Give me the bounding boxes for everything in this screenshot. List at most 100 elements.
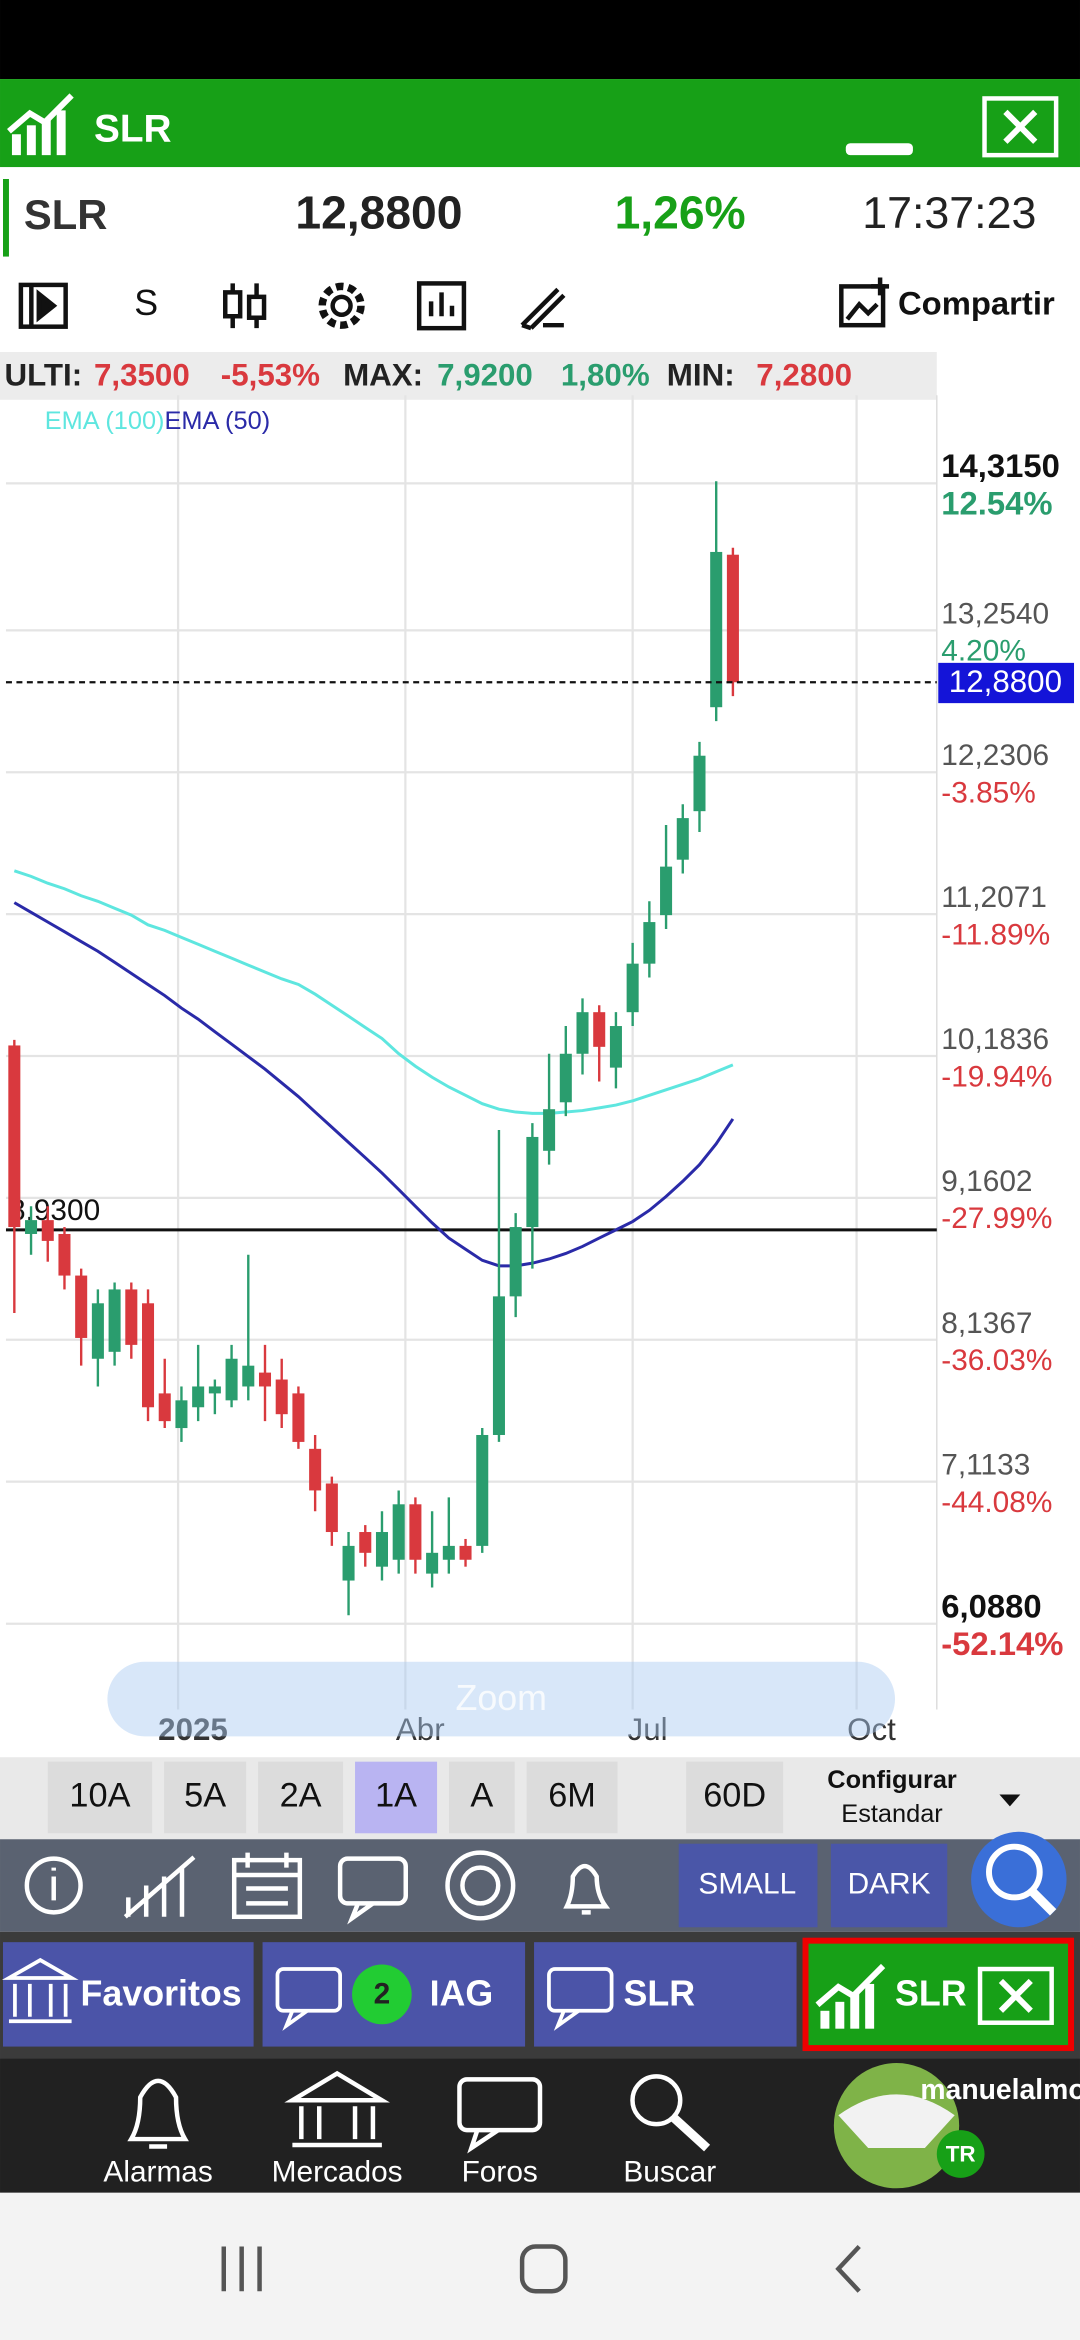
tab-icon <box>275 1967 342 2031</box>
settings-button[interactable] <box>318 282 365 329</box>
range-label[interactable]: A <box>470 1777 493 1815</box>
stat-label: ULTI: <box>4 358 82 393</box>
dark-label[interactable]: DARK <box>848 1867 931 1900</box>
draw-button[interactable] <box>520 287 566 331</box>
y-tick-label: 9,1602 <box>941 1165 1032 1198</box>
range-label[interactable]: 10A <box>69 1777 130 1815</box>
stats-row <box>0 352 937 400</box>
home-button[interactable] <box>519 2244 568 2294</box>
search-quote-button[interactable] <box>971 1831 1067 1928</box>
candle-type-button[interactable] <box>223 283 267 329</box>
nav-label[interactable]: Mercados <box>272 2155 403 2188</box>
candle-body <box>258 1372 272 1387</box>
nav-label[interactable]: Buscar <box>623 2155 716 2188</box>
forums-icon[interactable] <box>457 2077 543 2154</box>
stat-label: MAX: <box>343 358 423 393</box>
toolbar <box>18 277 890 331</box>
legend-entry: EMA (50) <box>164 407 270 435</box>
range-button[interactable] <box>526 1761 618 1834</box>
candle-body <box>459 1545 472 1560</box>
range-button[interactable] <box>258 1761 344 1834</box>
y-tick-label: 14,3150 <box>941 447 1060 484</box>
back-button[interactable] <box>835 2244 861 2293</box>
last-price-label: 12,8800 <box>949 664 1062 699</box>
search-icon[interactable] <box>630 2074 711 2152</box>
markets-icon[interactable] <box>284 2070 390 2148</box>
range-button[interactable] <box>686 1761 784 1834</box>
range-label[interactable]: 6M <box>548 1777 596 1815</box>
tab-label[interactable]: SLR <box>624 1973 696 2013</box>
dark-button[interactable] <box>830 1843 948 1928</box>
range-label[interactable]: 2A <box>280 1777 322 1815</box>
y-tick-change: 4.20% <box>941 635 1026 668</box>
share-icon[interactable] <box>839 277 890 328</box>
candle-body <box>58 1233 71 1276</box>
candle-body <box>559 1053 572 1103</box>
range-button[interactable] <box>164 1761 247 1834</box>
candle-body <box>392 1504 405 1560</box>
stat-value: 7,9200 <box>437 358 533 393</box>
system-nav <box>0 2192 1080 2340</box>
zoom-control[interactable] <box>107 1661 896 1737</box>
configure-title[interactable]: Configurar <box>827 1766 957 1794</box>
tab-label[interactable]: Favoritos <box>81 1973 242 2013</box>
tab[interactable] <box>2 1942 254 2047</box>
y-tick-change: -44.08% <box>941 1486 1052 1519</box>
star-button[interactable] <box>445 1850 516 1921</box>
y-tick-change: -52.14% <box>941 1625 1063 1662</box>
info-button[interactable] <box>24 1856 83 1915</box>
candle-body <box>660 866 673 916</box>
y-tick-label: 8,1367 <box>941 1307 1032 1340</box>
range-button[interactable] <box>47 1761 153 1834</box>
candle-body <box>676 818 689 860</box>
tab-close[interactable] <box>977 1966 1054 2025</box>
close-button[interactable] <box>982 96 1059 158</box>
quote-symbol: SLR <box>24 191 107 238</box>
x-tick-label: Abr <box>396 1712 445 1747</box>
nav-label[interactable]: Foros <box>462 2155 538 2188</box>
zoom-label[interactable]: Zoom <box>455 1678 547 1718</box>
small-label[interactable]: SMALL <box>698 1867 796 1900</box>
configure-value[interactable]: Estandar <box>841 1800 943 1828</box>
y-tick-change: -27.99% <box>941 1202 1052 1235</box>
period-label[interactable]: S <box>134 283 158 323</box>
recent-apps-button[interactable] <box>221 2246 262 2292</box>
avatar-art <box>838 2094 955 2149</box>
range-label[interactable]: 60D <box>703 1777 766 1815</box>
range-button[interactable] <box>355 1761 438 1834</box>
candle-body <box>208 1386 221 1394</box>
minimize-button[interactable] <box>845 143 913 156</box>
y-tick-change: -3.85% <box>941 777 1036 810</box>
candle-body <box>125 1289 138 1345</box>
share-label[interactable]: Compartir <box>898 284 1055 321</box>
candle-body <box>726 554 739 683</box>
y-tick-change: -36.03% <box>941 1344 1052 1377</box>
chat-button[interactable] <box>337 1856 408 1925</box>
tab-icon <box>1 1957 79 2024</box>
dropdown-arrow[interactable] <box>999 1794 1021 1807</box>
tab-label[interactable]: SLR <box>895 1973 967 2013</box>
small-button[interactable] <box>678 1843 818 1928</box>
user-name[interactable]: manuelalmo <box>920 2074 1080 2106</box>
range-label[interactable]: 1A <box>375 1777 417 1815</box>
stat-change: -5,53% <box>221 358 320 393</box>
play-button[interactable] <box>18 282 68 329</box>
candle-body <box>292 1393 305 1442</box>
range-label[interactable]: 5A <box>184 1777 226 1815</box>
candle-body <box>192 1386 205 1408</box>
nav-label[interactable]: Alarmas <box>103 2155 212 2188</box>
candle-body <box>75 1275 88 1338</box>
candle-body <box>526 1136 539 1228</box>
tab[interactable] <box>534 1942 797 2047</box>
stat-value: 7,3500 <box>94 358 190 393</box>
range-button[interactable] <box>449 1761 515 1834</box>
indicators-button[interactable] <box>416 281 467 331</box>
calendar-button[interactable] <box>231 1852 303 1920</box>
candle-body <box>175 1400 188 1429</box>
chart-button[interactable] <box>123 1855 196 1919</box>
alarms-icon[interactable] <box>127 2078 189 2149</box>
alert-button[interactable] <box>563 1863 611 1915</box>
tab-label[interactable]: IAG <box>430 1973 494 2013</box>
candle-body <box>225 1358 238 1401</box>
